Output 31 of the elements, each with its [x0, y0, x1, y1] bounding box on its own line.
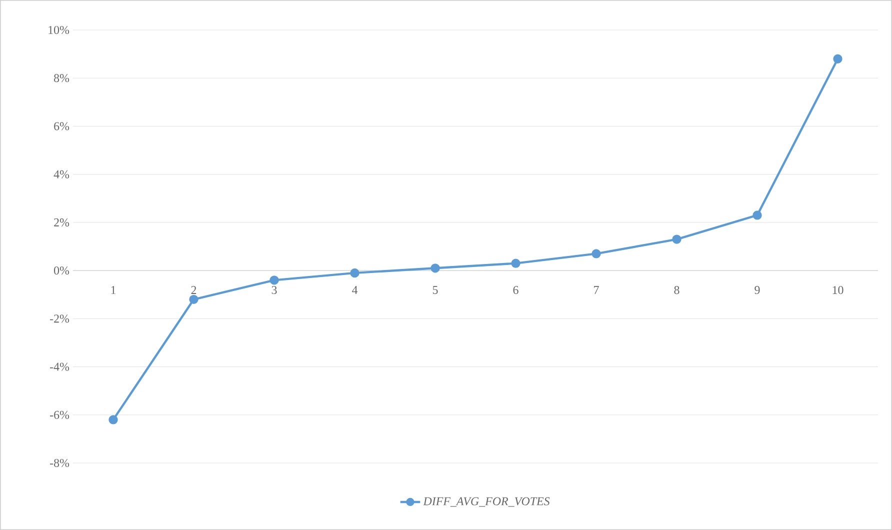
point: [511, 258, 520, 268]
legend-label: DIFF_AVG_FOR_VOTES: [423, 497, 550, 507]
x-tick-label: 1: [111, 286, 116, 294]
point: [270, 276, 279, 285]
y-tick-label: 6%: [54, 122, 70, 130]
x-tick-label: 3: [272, 286, 277, 294]
x-tick-label: 10: [832, 286, 844, 294]
y-tick-label: -4%: [50, 362, 70, 371]
y-tick-label: 4%: [54, 170, 70, 178]
point: [752, 210, 762, 220]
y-tick-label: -6%: [50, 410, 70, 419]
y-tick-label: -8%: [50, 458, 70, 468]
x-tick-label: 8: [674, 286, 680, 294]
y-tick-label: 10%: [48, 26, 70, 34]
point: [350, 268, 360, 278]
point: [189, 294, 198, 304]
point: [833, 54, 842, 64]
x-tick-label: 5: [432, 286, 438, 294]
point: [108, 415, 118, 424]
point: [672, 234, 682, 244]
y-tick-label: 8%: [54, 74, 70, 82]
point: [592, 249, 601, 258]
x-tick-label: 7: [594, 286, 599, 294]
point: [430, 264, 440, 273]
y-tick-label: -2%: [50, 314, 70, 323]
x-tick-label: 9: [754, 286, 760, 294]
x-tick-label: 2: [191, 286, 196, 294]
x-tick-label: 6: [513, 286, 518, 294]
y-tick-label: 2%: [54, 218, 70, 226]
x-tick-label: 4: [352, 286, 358, 294]
y-tick-label: 0%: [54, 266, 70, 275]
